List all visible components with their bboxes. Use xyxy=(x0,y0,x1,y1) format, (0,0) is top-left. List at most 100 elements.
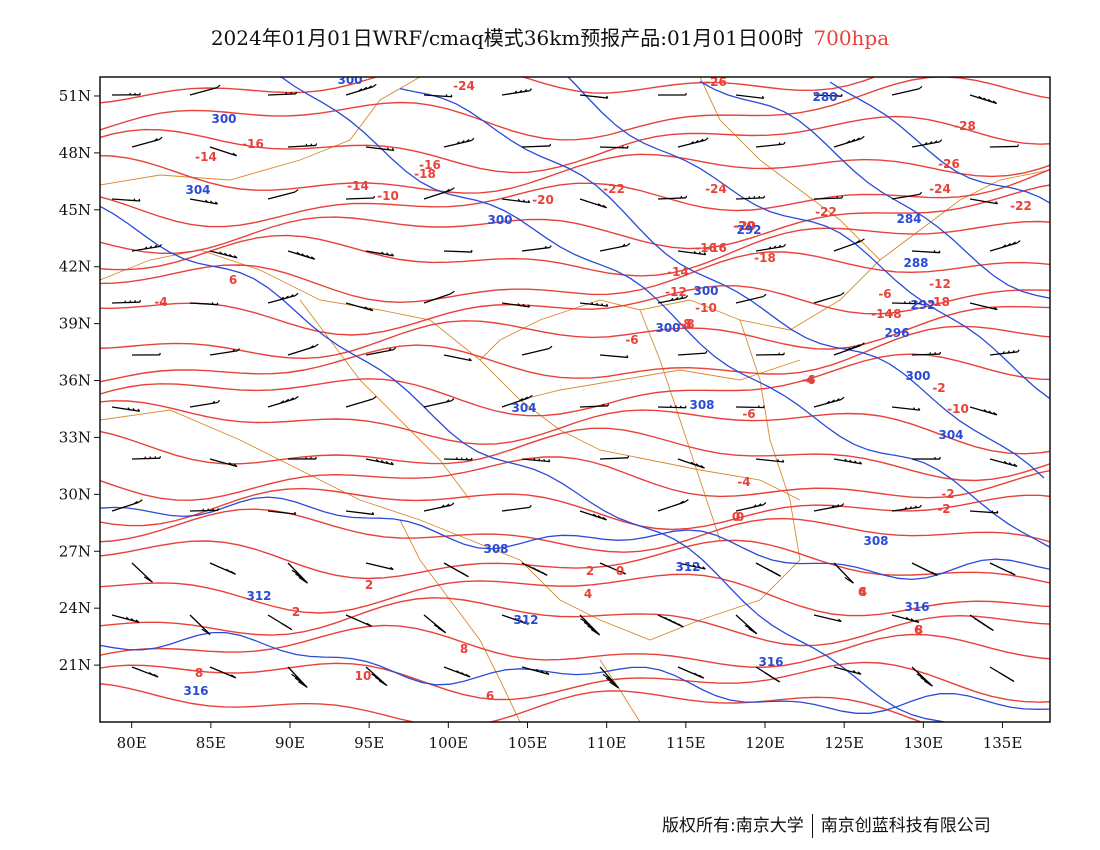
wind-barb-shaft xyxy=(891,302,921,305)
wind-barb-feather xyxy=(626,355,629,358)
wind-barb-feather xyxy=(602,403,605,407)
copyright-footer: 版权所有:南京大学 南京创蓝科技有限公司 xyxy=(662,811,991,838)
wind-barb-feather xyxy=(228,253,233,258)
wind-barb-feather xyxy=(777,459,780,462)
wind-barb-feather xyxy=(1016,240,1021,244)
isotherm-line xyxy=(100,220,1050,277)
temperature-label: 8 xyxy=(915,623,923,637)
wind-barb-feather xyxy=(237,348,240,352)
border-line xyxy=(789,169,1050,331)
wind-barb-feather xyxy=(468,357,472,362)
height-line xyxy=(100,631,1050,714)
wind-barb-shaft xyxy=(189,614,211,635)
x-tick-label: 95E xyxy=(354,734,384,752)
wind-barb-feather xyxy=(158,136,163,141)
wind-barb-feather xyxy=(700,464,705,469)
temperature-label: 4 xyxy=(584,587,592,601)
wind-barb-feather xyxy=(753,196,756,199)
wind-barb-feather xyxy=(522,303,526,307)
temperature-label: 6 xyxy=(914,623,922,637)
wind-barb-shaft xyxy=(677,352,706,356)
wind-barb-shaft xyxy=(579,614,601,636)
wind-barb-shaft xyxy=(345,398,374,408)
wind-barb-feather xyxy=(393,347,397,351)
wind-barb-feather xyxy=(532,567,539,572)
wind-barb-feather xyxy=(744,624,754,631)
wind-barb-shaft xyxy=(579,510,607,521)
wind-barb-shaft xyxy=(345,197,375,200)
wind-barb-shaft xyxy=(813,294,842,304)
wind-barb-feather xyxy=(125,616,130,621)
wind-barb-feather xyxy=(923,680,933,687)
wind-barb-feather xyxy=(1006,242,1012,247)
border-line xyxy=(559,429,801,501)
wind-barb-feather xyxy=(675,296,679,301)
wind-barb-feather xyxy=(470,137,475,142)
y-tick-label: 30N xyxy=(59,485,91,503)
wind-barb-feather xyxy=(301,253,306,257)
wind-barb-feather xyxy=(692,564,696,568)
wind-barb-feather xyxy=(852,670,857,674)
wind-barb-feather xyxy=(309,345,314,349)
wind-barb-shaft xyxy=(989,145,1019,148)
height-line xyxy=(567,77,1050,400)
wind-barb-feather xyxy=(456,670,462,674)
wind-barb-feather xyxy=(465,673,471,678)
wind-barb-shaft xyxy=(111,614,140,623)
isotherm-line xyxy=(100,661,1050,703)
wind-barb-feather xyxy=(201,628,211,635)
wind-barb-feather xyxy=(838,618,842,622)
temperature-label: -10 xyxy=(947,402,969,416)
isotherm-line xyxy=(100,353,1050,417)
wind-barb-feather xyxy=(314,343,319,348)
wind-barb-shaft xyxy=(443,458,473,461)
wind-barb-feather xyxy=(369,307,374,312)
x-tick-label: 125E xyxy=(824,734,864,752)
wind-barb-feather xyxy=(693,250,697,254)
temperature-label: -28 xyxy=(954,119,976,133)
border-line xyxy=(100,77,421,186)
wind-barb-feather xyxy=(544,245,547,249)
border-line xyxy=(399,519,521,722)
wind-barb-feather xyxy=(601,303,604,306)
wind-barb-feather xyxy=(445,188,450,193)
wind-barb-feather xyxy=(1008,462,1013,466)
wind-barb-shaft xyxy=(111,198,140,202)
height-line xyxy=(399,87,1045,479)
wind-barb-shaft xyxy=(365,458,394,466)
wind-barb-feather xyxy=(280,400,285,404)
wind-barb-feather xyxy=(605,677,616,685)
wind-barb-feather xyxy=(517,303,521,306)
wind-barb-feather xyxy=(685,195,688,198)
temperature-label: -14 xyxy=(347,179,369,193)
temperature-label: -24 xyxy=(453,79,475,93)
wind-barb-feather xyxy=(457,570,465,575)
temperature-label: 8 xyxy=(460,642,468,656)
temperature-label: -16 xyxy=(705,241,727,255)
wind-barb-shaft xyxy=(969,198,998,205)
x-tick-label: 130E xyxy=(904,734,944,752)
wind-barb-shaft xyxy=(443,354,472,362)
wind-barb-feather xyxy=(605,303,609,307)
wind-barb-feather xyxy=(386,147,390,151)
wind-barb-feather xyxy=(296,251,301,256)
y-tick-label: 45N xyxy=(59,201,91,219)
wind-barb-shaft xyxy=(599,457,629,460)
wind-barb-feather xyxy=(919,191,923,195)
wind-barb-feather xyxy=(216,302,219,305)
wind-barb-feather xyxy=(133,198,136,201)
wind-barb-feather xyxy=(998,672,1006,677)
height-labels: 3002803003043002922842883002963003043083… xyxy=(183,77,963,698)
wind-barb-shaft xyxy=(209,250,238,259)
wind-barb-shaft xyxy=(677,562,706,570)
temperature-label: -20 xyxy=(733,219,755,233)
wind-barb-shaft xyxy=(287,144,316,148)
wind-barb-feather xyxy=(583,621,593,629)
wind-barb-feather xyxy=(762,502,767,506)
wind-barb-feather xyxy=(591,302,594,305)
wind-barb-feather xyxy=(523,396,528,401)
wind-barb-feather xyxy=(535,668,540,673)
wind-barb-shaft xyxy=(813,94,843,97)
wind-barb-feather xyxy=(697,565,701,569)
wind-barb-feather xyxy=(372,83,377,88)
